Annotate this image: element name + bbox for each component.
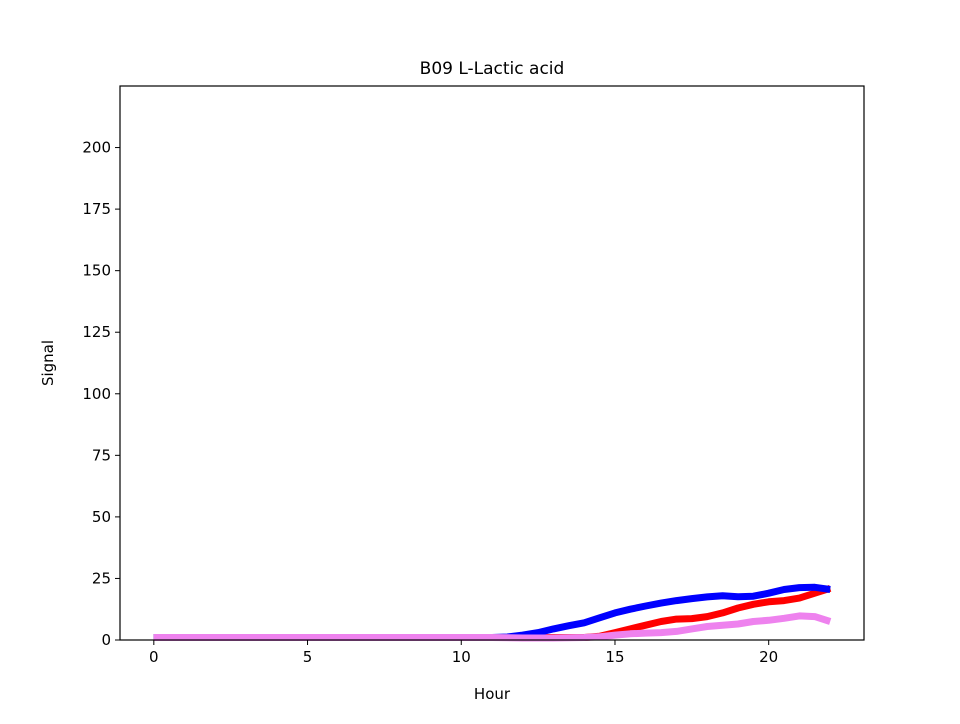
x-tick-label: 0: [149, 648, 159, 666]
y-tick-label: 50: [92, 508, 111, 526]
series-layer: [153, 583, 832, 642]
y-tick-label: 100: [82, 385, 111, 403]
y-tick-label: 175: [82, 200, 111, 218]
x-axis-label: Hour: [474, 685, 511, 703]
y-tick-label: 75: [92, 446, 111, 464]
plot-frame: [119, 85, 865, 641]
x-axis: 0 5 10 15 20: [149, 640, 778, 666]
y-tick-label: 150: [82, 262, 111, 280]
y-axis: 0 25 50 75 100 125 150 175 200: [82, 139, 120, 649]
x-tick-label: 5: [303, 648, 313, 666]
x-tick-label: 15: [605, 648, 624, 666]
x-tick-label: 10: [452, 648, 471, 666]
y-tick-label: 25: [92, 569, 111, 587]
series-line-3: [153, 612, 832, 642]
chart-title: B09 L-Lactic acid: [420, 59, 565, 79]
y-axis-label: Signal: [39, 340, 57, 386]
x-tick-label: 20: [759, 648, 778, 666]
y-tick-label: 125: [82, 323, 111, 341]
y-tick-label: 200: [82, 139, 111, 157]
y-tick-label: 0: [101, 631, 111, 649]
